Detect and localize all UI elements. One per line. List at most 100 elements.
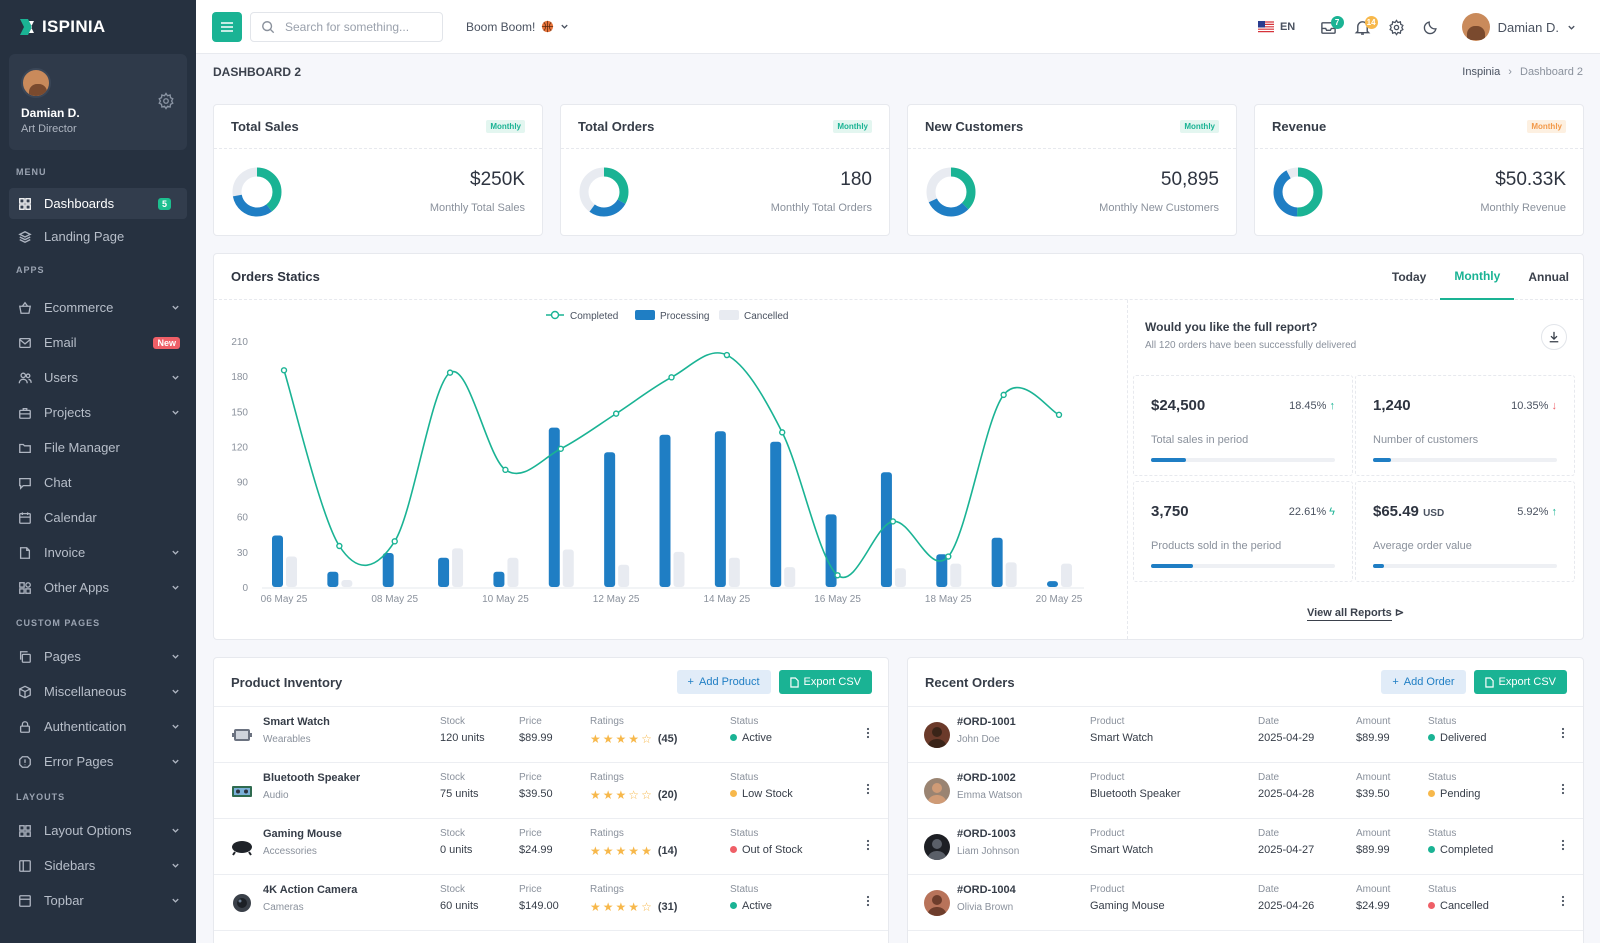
user-menu[interactable]: Damian D. xyxy=(1461,13,1576,41)
more-actions-icon[interactable] xyxy=(1561,895,1565,907)
tab-monthly[interactable]: Monthly xyxy=(1440,254,1515,300)
table-row[interactable]: #ORD-1004 Olivia Brown Product Gaming Mous… xyxy=(908,875,1583,931)
folder-icon xyxy=(19,443,31,453)
sidebar-item-authentication[interactable]: Authentication xyxy=(0,709,196,744)
table-row[interactable]: Gaming Mouse Accessories Stock 0 units Pri… xyxy=(214,819,888,875)
more-actions-icon[interactable] xyxy=(866,895,870,907)
brand-logo[interactable]: I SPINIA xyxy=(0,0,196,54)
sidebar-item-dashboards[interactable]: Dashboards 5 xyxy=(9,188,187,219)
chevron-down-icon xyxy=(172,410,179,415)
table-row[interactable]: Bluetooth Speaker Audio Stock 75 units Pri… xyxy=(214,763,888,819)
stat-change: 22.61% ϟ xyxy=(1288,506,1335,518)
language-selector[interactable]: EN xyxy=(1250,10,1304,44)
notifications-button[interactable]: 14 xyxy=(1346,10,1380,44)
donut-segment xyxy=(232,167,282,217)
y-tick-label: 60 xyxy=(237,513,249,524)
date-header: Date xyxy=(1258,716,1280,727)
sidebar-item-projects[interactable]: Projects xyxy=(0,395,196,430)
plus-icon: + xyxy=(1392,676,1399,688)
tab-annual[interactable]: Annual xyxy=(1528,269,1569,284)
notifications-count-badge: 14 xyxy=(1364,16,1378,29)
order-id[interactable]: #ORD-1001 xyxy=(957,716,1016,728)
messages-button[interactable]: 7 xyxy=(1312,10,1346,44)
avatar xyxy=(924,890,950,916)
sidebar-item-landing-page[interactable]: Landing Page xyxy=(0,219,196,254)
chevron-down-icon xyxy=(172,550,179,555)
product-category: Audio xyxy=(263,790,289,801)
star-icon: ★ xyxy=(590,732,601,746)
sidebar-item-chat[interactable]: Chat xyxy=(0,465,196,500)
export-csv-button[interactable]: Export CSV xyxy=(778,670,872,694)
breadcrumb-home[interactable]: Inspinia xyxy=(1462,66,1501,78)
chevron-down-icon xyxy=(172,585,179,590)
settings-gear-icon[interactable] xyxy=(157,92,175,110)
add-order-button[interactable]: + Add Order xyxy=(1381,670,1466,694)
sidebar-item-sidebars[interactable]: Sidebars xyxy=(0,848,196,883)
product-value: Smart Watch xyxy=(1090,732,1154,744)
sidebar-item-users[interactable]: Users xyxy=(0,360,196,395)
more-actions-icon[interactable] xyxy=(1561,839,1565,851)
menu-toggle-button[interactable] xyxy=(212,11,242,42)
period-tag: Monthly xyxy=(1180,120,1219,133)
amount-value: $89.99 xyxy=(1356,732,1390,744)
x-tick-label: 10 May 25 xyxy=(482,594,529,605)
bar-cancelled xyxy=(728,557,740,587)
price-value: $39.50 xyxy=(519,788,553,800)
download-button[interactable] xyxy=(1541,324,1567,350)
ratings-header: Ratings xyxy=(590,828,624,839)
add-product-button[interactable]: + Add Product xyxy=(676,670,771,694)
star-icon: ☆ xyxy=(628,788,640,802)
sidebar-item-invoice[interactable]: Invoice xyxy=(0,535,196,570)
order-id[interactable]: #ORD-1002 xyxy=(957,772,1016,784)
product-value: Smart Watch xyxy=(1090,844,1154,856)
sidebar-item-file-manager[interactable]: File Manager xyxy=(0,430,196,465)
more-actions-icon[interactable] xyxy=(1561,727,1565,739)
tab-today[interactable]: Today xyxy=(1391,269,1427,284)
sidebar-item-pages[interactable]: Pages xyxy=(0,639,196,674)
table-row[interactable]: #ORD-1001 John Doe Product Smart Watch Dat… xyxy=(908,707,1583,763)
sidebar-item-layout-options[interactable]: Layout Options xyxy=(0,813,196,848)
table-row[interactable]: 4K Action Camera Cameras Stock 60 units Pr… xyxy=(214,875,888,931)
search-input[interactable]: Search for something... xyxy=(250,11,443,42)
line-completed xyxy=(283,352,1060,579)
sidebar-item-miscellaneous[interactable]: Miscellaneous xyxy=(0,674,196,709)
more-actions-icon[interactable] xyxy=(866,839,870,851)
order-id[interactable]: #ORD-1004 xyxy=(957,884,1016,896)
table-row[interactable]: #ORD-1003 Liam Johnson Product Smart Watch… xyxy=(908,819,1583,875)
review-count: (31) xyxy=(657,901,678,913)
sidebar-item-topbar[interactable]: Topbar xyxy=(0,883,196,918)
sidebar-item-ecommerce[interactable]: Ecommerce xyxy=(0,290,196,325)
theme-toggle-button[interactable] xyxy=(1414,10,1448,44)
more-actions-icon[interactable] xyxy=(1561,783,1565,795)
kpi-title: New Customers xyxy=(925,119,1024,134)
settings-button[interactable] xyxy=(1380,10,1414,44)
period-tag: Monthly xyxy=(833,120,872,133)
more-actions-icon[interactable] xyxy=(866,727,870,739)
view-all-reports-link[interactable]: View all Reports ⊳ xyxy=(1306,607,1405,621)
product-name: Gaming Mouse xyxy=(263,828,342,840)
table-row[interactable]: #ORD-1002 Emma Watson Product Bluetooth Sp… xyxy=(908,763,1583,819)
x-tick-label: 14 May 25 xyxy=(704,594,751,605)
sidebar-item-label: Ecommerce xyxy=(44,300,114,315)
sidebar-item-other-apps[interactable]: Other Apps xyxy=(0,570,196,605)
sidebar-item-label: Dashboards xyxy=(44,196,115,211)
sidebar-item-label: Chat xyxy=(44,475,72,490)
language-code: EN xyxy=(1279,21,1296,33)
sidebar-item-label: Invoice xyxy=(44,545,86,560)
sidebar-item-calendar[interactable]: Calendar xyxy=(0,500,196,535)
order-id[interactable]: #ORD-1003 xyxy=(957,828,1016,840)
avatar[interactable] xyxy=(21,68,51,98)
sidebar-item-error-pages[interactable]: Error Pages xyxy=(0,744,196,779)
point-completed xyxy=(446,369,454,376)
y-tick-label: 90 xyxy=(237,478,249,489)
calendar-icon xyxy=(19,511,31,524)
sidebar-icon xyxy=(19,859,31,872)
table-row[interactable]: Smart Watch Wearables Stock 120 units Pric… xyxy=(214,707,888,763)
sidebar-item-label: Layout Options xyxy=(44,823,132,838)
export-csv-button[interactable]: Export CSV xyxy=(1473,670,1567,694)
kpi-value: $250K xyxy=(470,169,525,190)
product-thumbnail xyxy=(231,893,253,913)
more-actions-icon[interactable] xyxy=(866,783,870,795)
workspace-dropdown[interactable]: Boom Boom! xyxy=(466,20,569,34)
sidebar-item-email[interactable]: Email New xyxy=(0,325,196,360)
